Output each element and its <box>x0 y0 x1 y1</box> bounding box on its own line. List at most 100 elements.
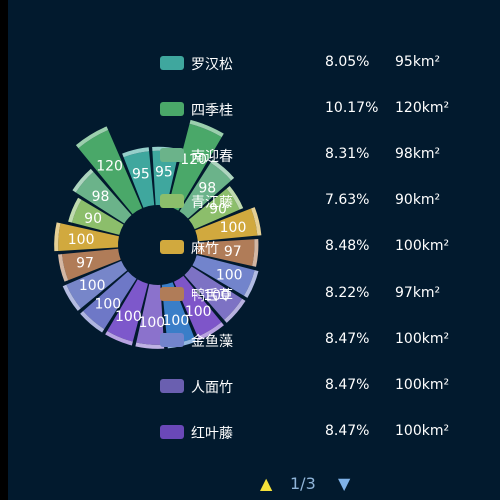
rose-segment[interactable] <box>195 208 258 242</box>
rose-segment[interactable] <box>184 266 243 320</box>
rose-value-label: 100 <box>216 268 243 284</box>
rose-segment[interactable] <box>62 248 121 281</box>
legend-item-value: 98km² <box>395 146 441 163</box>
rose-segment-edge <box>226 186 244 210</box>
rose-value-label: 100 <box>79 278 106 294</box>
chart-panel: 95 120 98 90 100 97 100 100 100 100 100 100 100 100 97… <box>8 0 500 500</box>
legend-item-name: 麻竹 <box>191 241 219 258</box>
rose-segment[interactable] <box>188 188 240 230</box>
rose-segment[interactable] <box>72 199 124 235</box>
rose-segment[interactable] <box>192 255 255 296</box>
rose-segment-edge <box>197 322 224 341</box>
rose-segment[interactable] <box>107 279 148 342</box>
legend-swatch <box>160 148 184 163</box>
rose-value-label: 97 <box>76 255 94 271</box>
legend-swatch <box>160 286 184 301</box>
legend-swatch <box>160 102 184 117</box>
rose-segment[interactable] <box>179 162 232 219</box>
rose-value-label: 90 <box>209 201 227 217</box>
legend-item-value: 100km² <box>395 422 450 439</box>
legend-item[interactable]: 鸭舌草 8.22% 97km² <box>8 283 500 305</box>
legend-item-name: 红叶藤 <box>191 425 233 442</box>
legend-item-value: 95km² <box>395 54 441 70</box>
rose-segment[interactable] <box>66 260 128 309</box>
legend-item-percent: 8.47% <box>325 330 370 347</box>
legend-item-name: 罗汉松 <box>191 57 233 73</box>
rose-segment[interactable] <box>83 271 137 330</box>
legend-item-value: 120km² <box>395 100 450 117</box>
rose-value-label: 95 <box>132 166 150 182</box>
legend-item[interactable]: 红叶藤 8.47% 100km² <box>8 421 500 443</box>
rose-segment-edge <box>243 270 259 298</box>
rose-segment-edge <box>72 168 94 193</box>
rose-segment-edge <box>54 222 61 252</box>
rose-value-label: 100 <box>185 304 212 320</box>
rose-segment-edge <box>210 159 235 181</box>
rose-chart: 9512098901009710010010010010010010010097… <box>54 119 262 349</box>
rose-segment[interactable] <box>197 239 255 267</box>
legend-item[interactable]: 罗汉松 8.05% 95km² <box>8 52 500 74</box>
legend-swatch <box>160 424 184 439</box>
rose-segment-edge <box>135 342 165 349</box>
rose-value-label: 100 <box>115 309 142 325</box>
rose-segment[interactable] <box>58 223 119 251</box>
rose-segment[interactable] <box>78 130 143 215</box>
rose-value-label: 100 <box>68 232 95 248</box>
legend-item[interactable]: 青江藤 7.63% 90km² <box>8 190 500 212</box>
rose-value-label: 97 <box>224 244 242 260</box>
rose-segment[interactable] <box>123 151 155 208</box>
rose-segment-edge <box>252 239 259 267</box>
legend-item[interactable]: 金鱼藻 8.47% 100km² <box>8 329 500 351</box>
pager-next-icon[interactable]: ▼ <box>338 474 351 493</box>
rose-value-label: 120 <box>96 159 123 175</box>
pager-prev-icon[interactable]: ▲ <box>260 474 273 493</box>
rose-segment-edge <box>68 197 82 223</box>
rose-segment[interactable] <box>173 275 222 337</box>
rose-segment-edge <box>58 254 69 282</box>
legend-item-name: 四季桂 <box>191 103 233 120</box>
legend-swatch <box>160 240 184 255</box>
legend-item[interactable]: 人面竹 8.47% 100km² <box>8 375 500 397</box>
rose-segment-edge <box>250 207 262 236</box>
rose-value-label: 100 <box>203 288 230 304</box>
rose-value-label: 100 <box>163 313 190 329</box>
legend-item-percent: 8.05% <box>325 54 370 70</box>
legend-item[interactable]: 南迎春 8.31% 98km² <box>8 144 500 166</box>
rose-value-label: 120 <box>180 152 207 168</box>
rose-segment-edge <box>105 330 133 346</box>
legend-item-percent: 8.22% <box>325 284 370 301</box>
rose-segment[interactable] <box>168 123 222 211</box>
rose-value-label: 100 <box>94 297 121 313</box>
legend-swatch <box>160 378 184 393</box>
rose-segment-edge <box>62 284 81 311</box>
legend-item[interactable]: 麻竹 8.48% 100km² <box>8 236 500 258</box>
legend-item[interactable]: 四季桂 10.17% 120km² <box>8 98 500 120</box>
legend-swatch <box>160 56 184 70</box>
rose-segment-edge <box>224 298 246 323</box>
rose-value-label: 98 <box>92 189 110 205</box>
legend-item-value: 90km² <box>395 192 441 209</box>
rose-segment-edge <box>122 147 150 158</box>
legend-swatch <box>160 194 184 209</box>
rose-segment-edge <box>75 126 109 149</box>
rose-segment-edge <box>80 311 105 333</box>
legend-item-percent: 8.47% <box>325 376 370 393</box>
legend-item-name: 青江藤 <box>191 195 233 212</box>
legend-item-name: 金鱼藻 <box>191 333 233 350</box>
rose-value-label: 100 <box>138 315 165 331</box>
legend-item-percent: 8.48% <box>325 238 370 255</box>
rose-segment-edge <box>189 119 224 138</box>
legend-item-percent: 10.17% <box>325 100 379 117</box>
rose-value-label: 95 <box>155 165 173 181</box>
legend-item-percent: 8.31% <box>325 146 370 163</box>
rose-segment[interactable] <box>136 284 164 345</box>
legend-item-percent: 8.47% <box>325 422 370 439</box>
legend-swatch <box>160 332 184 347</box>
legend-item-name: 人面竹 <box>191 379 233 396</box>
rose-segment[interactable] <box>152 150 179 206</box>
rose-segment[interactable] <box>75 171 132 224</box>
legend-item-value: 100km² <box>395 376 450 393</box>
legend-item-value: 100km² <box>395 330 450 347</box>
pager-page-indicator: 1/3 <box>290 474 316 493</box>
legend-item-value: 100km² <box>395 238 450 255</box>
